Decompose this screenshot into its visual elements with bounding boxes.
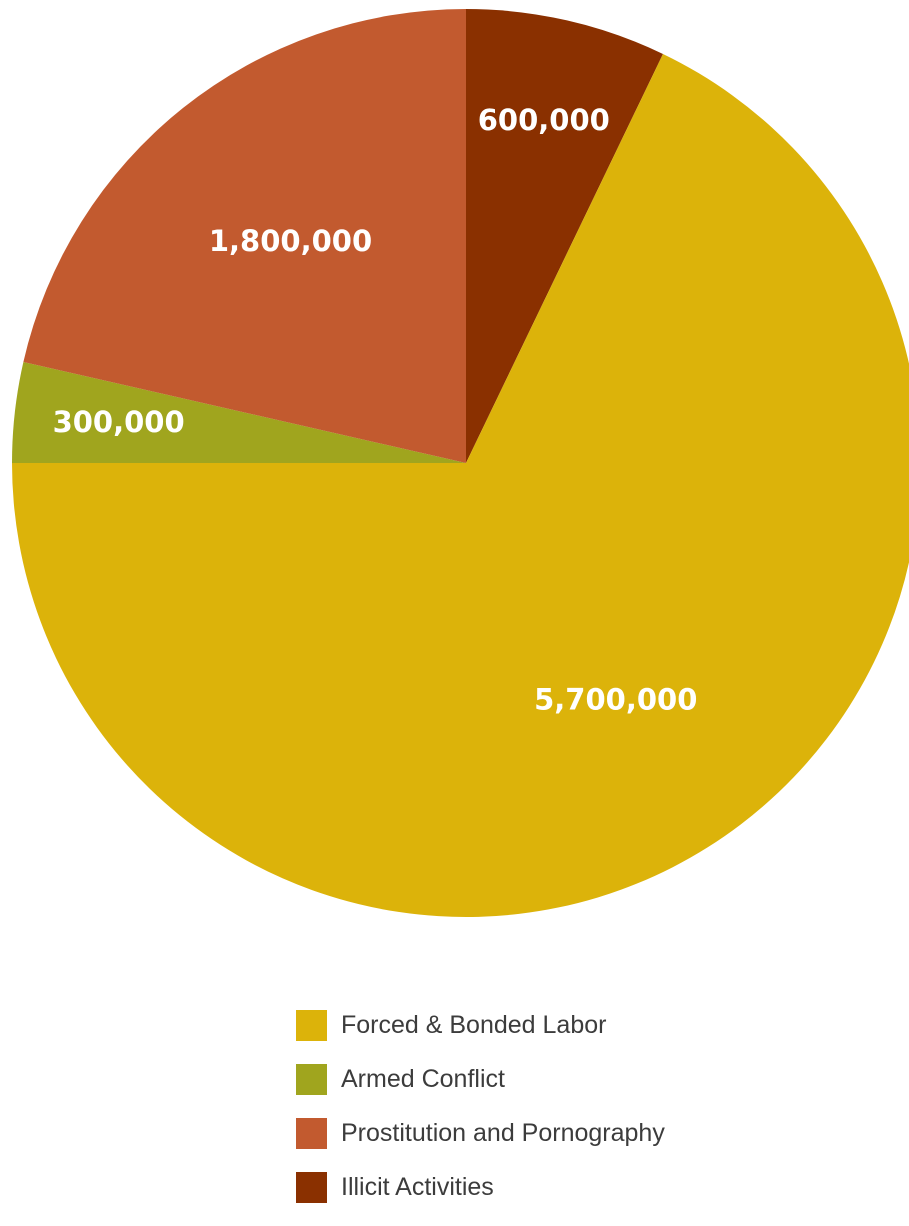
legend-item-forced-bonded-labor: Forced & Bonded Labor	[296, 1010, 856, 1041]
legend-label: Armed Conflict	[341, 1065, 505, 1093]
pie-data-labels: 600,000 5,700,000 300,000 1,800,000	[53, 103, 698, 716]
legend-label: Illicit Activities	[341, 1173, 494, 1201]
legend: Forced & Bonded Labor Armed Conflict Pro…	[296, 1010, 856, 1226]
legend-swatch	[296, 1064, 327, 1095]
legend-item-armed-conflict: Armed Conflict	[296, 1064, 856, 1095]
pie-chart: 600,000 5,700,000 300,000 1,800,000	[12, 9, 909, 917]
legend-swatch	[296, 1010, 327, 1041]
pie-slice-prostitution-and-pornography	[23, 9, 467, 463]
legend-label: Prostitution and Pornography	[341, 1119, 665, 1147]
legend-label: Forced & Bonded Labor	[341, 1011, 607, 1039]
legend-swatch	[296, 1172, 327, 1203]
pie-slices	[12, 9, 909, 917]
legend-swatch	[296, 1118, 327, 1149]
data-label-prostitution-and-pornography: 1,800,000	[209, 224, 372, 258]
pie-slice-forced-bonded-labor	[12, 53, 909, 917]
data-label-illicit-activities: 600,000	[478, 103, 610, 137]
legend-item-illicit-activities: Illicit Activities	[296, 1172, 856, 1203]
pie-slice-armed-conflict	[12, 361, 466, 463]
data-label-forced-bonded-labor: 5,700,000	[534, 682, 697, 716]
pie-slice-illicit-activities	[466, 9, 663, 463]
data-label-armed-conflict: 300,000	[53, 405, 185, 439]
legend-item-prostitution-pornography: Prostitution and Pornography	[296, 1118, 856, 1149]
